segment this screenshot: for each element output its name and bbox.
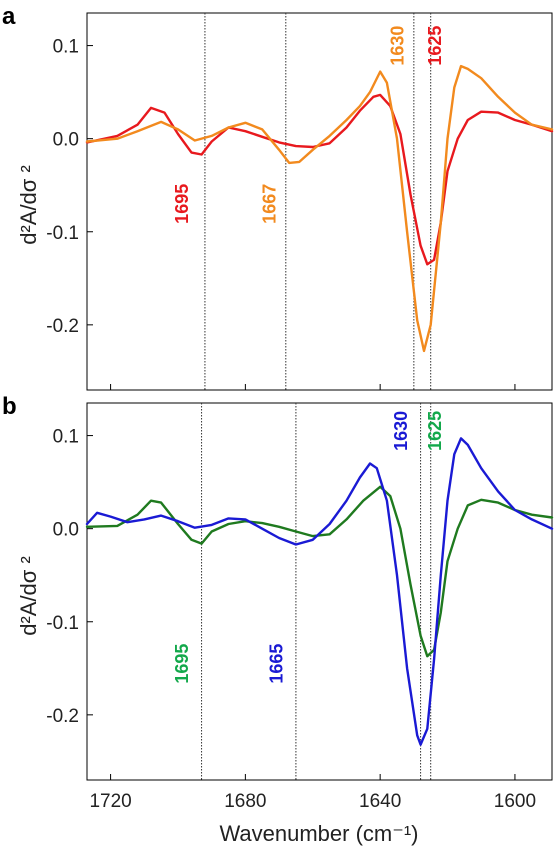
panel-b-peak-label: 1695 [172,644,192,684]
panel-a-ylabel: d²A/dσ ² [16,165,41,245]
panel-b-ticks: 0.1 0.0 -0.1 -0.2 1720 1680 1640 1600 [46,427,536,812]
panel-a-peak-label: 1667 [260,184,280,224]
panel-b-ytick-label: -0.2 [46,706,79,727]
panel-a-ticks: 0.1 0.0 -0.1 -0.2 [46,37,516,390]
panel-a-ytick-label: 0.0 [53,130,79,151]
panel-a-ytick-label: -0.2 [46,316,79,337]
panel-b-frame [86,402,553,781]
panel-b-ytick-label: 0.1 [53,427,79,448]
panel-a-frame [86,12,553,391]
panel-b-xtick-label: 1640 [359,791,401,812]
panel-a-series-line-2 [85,64,554,353]
panel-b-vlines [201,403,432,780]
panel-b-xtick-label: 1720 [89,791,131,812]
panel-a-series-line-1 [85,93,554,266]
panel-b-label: b [2,393,17,420]
panel-a-annotations: 1695 1667 1630 1625 [172,26,445,224]
panel-b: b d²A/dσ ² 0.1 0.0 -0.1 -0.2 1720 1680 1640 160… [2,393,554,846]
panel-a-ytick-label: -0.1 [46,223,79,244]
panel-a-peak-label: 1625 [425,26,445,66]
panel-b-series-line-1 [85,485,554,658]
panel-a-vlines [204,13,432,390]
panel-b-peak-label: 1630 [391,411,411,451]
panel-a-series [85,64,554,353]
panel-b-series-line-2 [85,437,554,746]
panel-a-peak-label: 1695 [172,184,192,224]
panel-a-label: a [2,3,16,30]
panel-b-peak-label: 1625 [425,411,445,451]
panel-a-peak-label: 1630 [388,26,408,66]
panel-b-series [85,437,554,746]
panel-b-ytick-label: 0.0 [53,520,79,541]
panel-b-ylabel: d²A/dσ ² [16,556,41,636]
panel-b-peak-label: 1665 [266,644,286,684]
panel-a-ytick-label: 0.1 [53,37,79,58]
panel-b-ytick-label: -0.1 [46,613,79,634]
panel-b-xtick-label: 1600 [494,791,536,812]
panel-b-xlabel: Wavenumber (cm⁻¹) [219,821,418,846]
panel-b-xtick-label: 1680 [224,791,266,812]
panel-b-annotations: 1695 1665 1630 1625 [172,411,445,684]
